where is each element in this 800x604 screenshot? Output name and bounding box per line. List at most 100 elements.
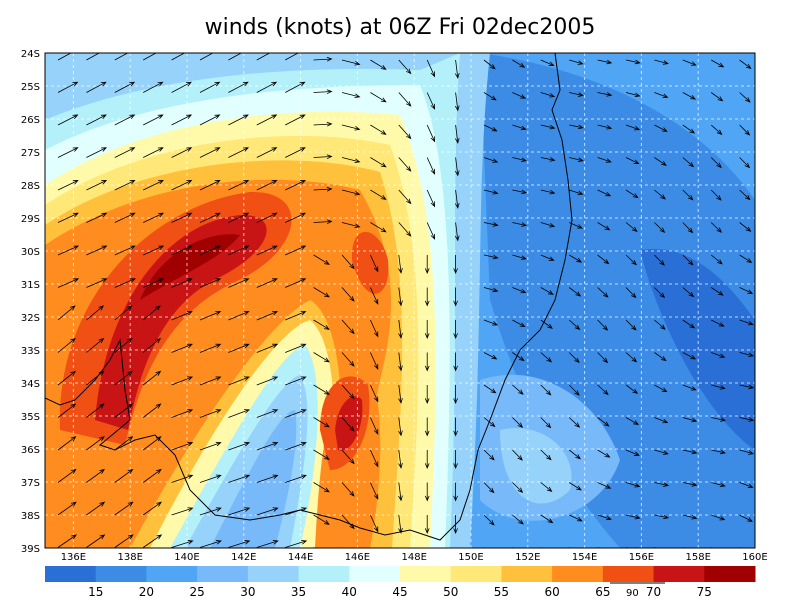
wind-arrow xyxy=(540,222,556,228)
wind-arrow xyxy=(739,319,754,326)
wind-arrow xyxy=(654,189,666,200)
wind-arrow xyxy=(711,352,726,358)
wind-arrow xyxy=(512,189,528,195)
lon-label: 156E xyxy=(629,552,654,563)
wind-arrow xyxy=(341,449,355,465)
wind-arrow xyxy=(710,254,723,265)
grid: 24S 25S 26S 27S 28S 29S 30S 31S 32S 33S 34S 35S 36S 3… xyxy=(21,49,768,563)
wind-arrow xyxy=(285,441,307,451)
wind-arrow xyxy=(370,222,387,233)
lon-label: 136E xyxy=(61,552,86,563)
wind-arrow xyxy=(256,441,279,451)
wind-arrow xyxy=(453,482,458,502)
wind-arrow xyxy=(370,384,379,403)
wind-arrow xyxy=(625,59,641,65)
wind-arrow xyxy=(256,81,278,93)
wind-arrow xyxy=(57,403,77,418)
wind-arrow xyxy=(86,403,105,418)
wind-arrow xyxy=(483,157,499,163)
wind-arrow xyxy=(654,92,669,98)
wind-arrow xyxy=(199,180,221,191)
wind-arrow xyxy=(199,245,222,256)
wind-arrow xyxy=(142,468,162,483)
wind-arrow xyxy=(540,352,553,363)
wind-arrow xyxy=(57,501,77,516)
wind-arrow xyxy=(114,147,136,158)
wind-arrow xyxy=(171,376,194,386)
colorbar-swatch xyxy=(95,566,147,582)
wind-arrow xyxy=(57,180,79,191)
wind-arrow xyxy=(682,157,695,168)
colorbar-label: 70 xyxy=(646,585,661,599)
wind-arrow xyxy=(86,305,105,321)
wind-arrow xyxy=(654,352,667,362)
wind-arrow xyxy=(654,384,668,393)
wind-arrow xyxy=(228,409,250,418)
wind-arrow xyxy=(453,352,458,372)
wind-arrow xyxy=(739,189,751,201)
wind-arrow xyxy=(143,245,165,256)
wind-arrow xyxy=(313,384,330,395)
reference-vector-label: 90 xyxy=(626,588,639,599)
wind-arrow xyxy=(285,53,303,61)
wind-arrow xyxy=(171,311,193,321)
wind-arrow xyxy=(540,189,556,195)
wind-arrow xyxy=(370,547,372,548)
wind-arrow xyxy=(483,417,496,428)
wind-arrow xyxy=(654,254,665,266)
wind-arrow xyxy=(424,254,430,275)
wind-arrow xyxy=(426,92,436,110)
wind-arrow xyxy=(370,157,387,168)
wind-arrow xyxy=(424,287,430,307)
wind-arrow xyxy=(426,189,436,208)
wind-arrow xyxy=(256,53,274,61)
lat-label: 32S xyxy=(21,313,40,324)
wind-arrow xyxy=(228,81,249,93)
colorbar-label: 40 xyxy=(342,585,357,599)
wind-arrow xyxy=(256,311,279,321)
wind-arrow xyxy=(625,319,637,331)
wind-arrow xyxy=(682,287,695,298)
wind-arrow xyxy=(114,337,133,353)
wind-arrow xyxy=(256,180,278,191)
wind-arrow xyxy=(228,343,250,353)
map-frame xyxy=(44,52,756,549)
wind-arrow xyxy=(285,376,307,386)
colorbar-swatch xyxy=(450,566,502,582)
lat-label: 26S xyxy=(21,115,40,126)
colorbar-swatch xyxy=(146,566,198,582)
wind-arrow xyxy=(199,147,221,158)
wind-arrow xyxy=(313,254,330,265)
wind-arrow xyxy=(597,514,612,521)
wind-arrow xyxy=(454,222,460,242)
wind-arrow xyxy=(597,157,612,163)
colorbar-swatch xyxy=(704,566,756,582)
wind-arrow xyxy=(654,319,666,330)
wind-arrow xyxy=(142,305,161,321)
wind-arrow xyxy=(143,53,161,61)
wind-arrow xyxy=(454,157,460,177)
wind-arrow xyxy=(654,417,669,424)
wind-arrow xyxy=(171,212,193,223)
wind-arrow xyxy=(654,157,667,166)
wind-arrow xyxy=(710,124,723,135)
wind-arrow xyxy=(568,287,582,297)
wind-arrow xyxy=(171,474,194,483)
wind-arrow xyxy=(171,245,193,256)
wind-arrow xyxy=(341,254,355,270)
wind-arrow xyxy=(114,212,136,223)
wind-arrow xyxy=(313,56,333,62)
wind-arrow xyxy=(142,501,162,516)
wind-arrow xyxy=(313,319,330,330)
wind-arrow xyxy=(398,417,403,437)
wind-arrow xyxy=(228,245,250,256)
wind-arrow xyxy=(370,124,387,135)
wind-arrow xyxy=(341,157,361,164)
wind-arrow xyxy=(654,514,670,520)
wind-arrow xyxy=(86,114,107,126)
wind-arrow xyxy=(483,449,495,461)
wind-arrow xyxy=(398,352,403,372)
wind-arrow xyxy=(568,482,582,491)
lon-label: 154E xyxy=(572,552,597,563)
wind-arrow xyxy=(114,114,136,126)
